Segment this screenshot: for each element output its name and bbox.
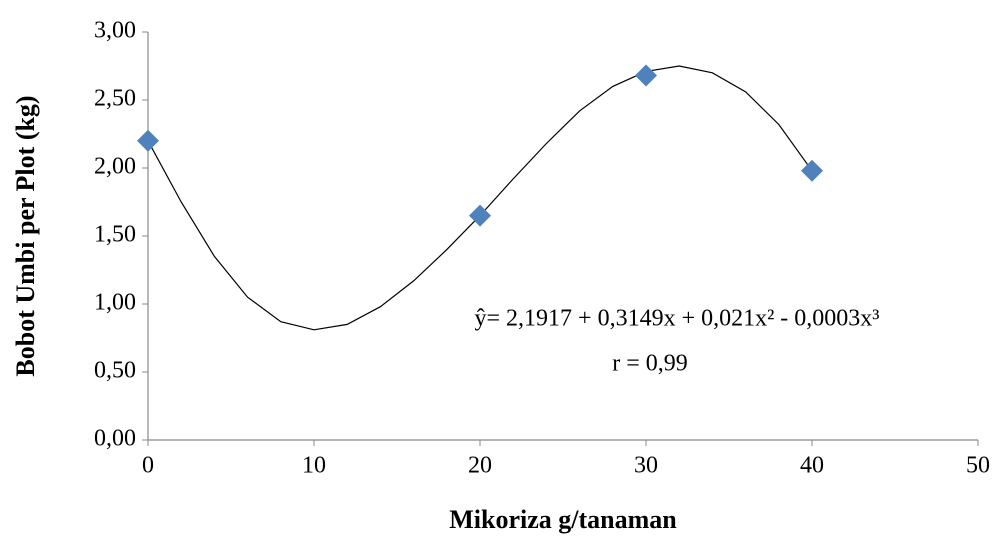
data-point xyxy=(469,204,491,227)
r-value: r = 0,99 xyxy=(612,351,688,377)
x-axis-title: Mikoriza g/tanaman xyxy=(449,505,677,534)
y-axis-title: Bobot Umbi per Plot (kg) xyxy=(11,95,40,376)
y-tick-label: 2,00 xyxy=(94,154,136,180)
data-point xyxy=(801,159,823,182)
x-tick-label: 20 xyxy=(468,453,492,479)
y-tick-label: 1,50 xyxy=(94,222,136,248)
x-tick-label: 10 xyxy=(302,453,326,479)
data-point xyxy=(137,129,159,152)
y-tick-label: 2,50 xyxy=(94,86,136,112)
y-tick-label: 3,00 xyxy=(94,18,136,44)
equation: ŷ= 2,1917 + 0,3149x + 0,021x² - 0,0003x³ xyxy=(475,306,880,332)
x-tick-label: 30 xyxy=(634,453,658,479)
y-tick-label: 0,00 xyxy=(94,426,136,452)
x-tick-label: 0 xyxy=(142,453,154,479)
y-tick-label: 1,00 xyxy=(94,290,136,316)
data-point xyxy=(635,64,657,87)
y-tick-label: 0,50 xyxy=(94,358,136,384)
trendline xyxy=(147,65,813,331)
x-tick-label: 50 xyxy=(966,453,990,479)
x-tick-label: 40 xyxy=(800,453,824,479)
